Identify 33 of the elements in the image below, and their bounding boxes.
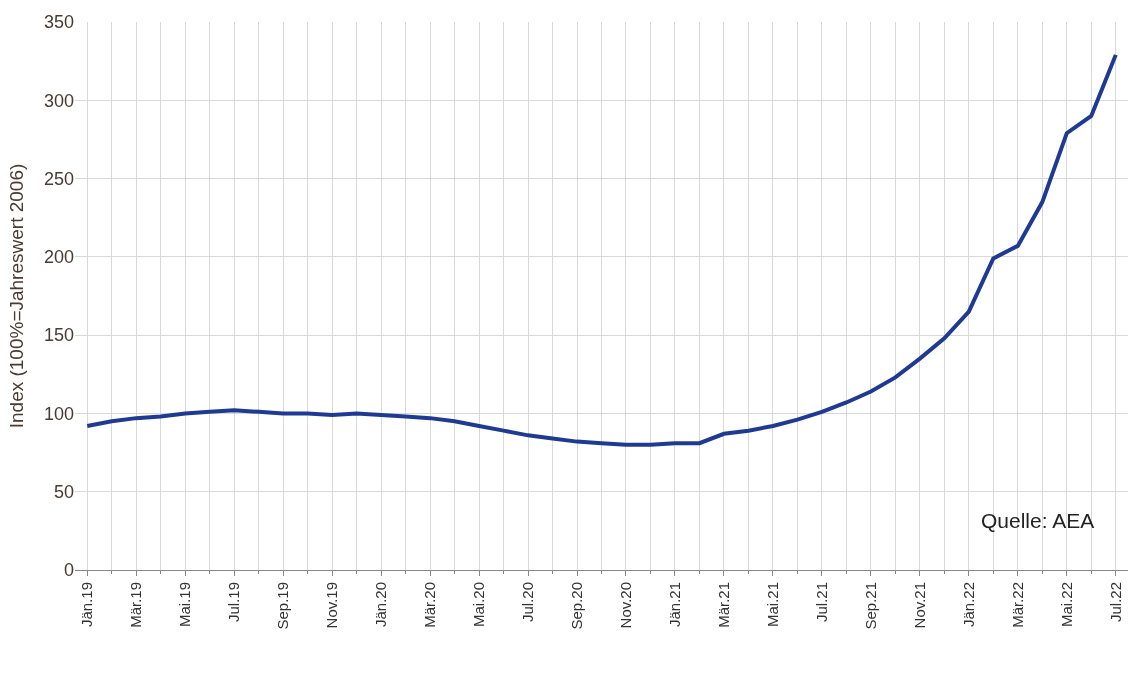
x-tick-label: Mai.20: [469, 582, 487, 628]
y-axis-title: Index (100%=Jahreswert 2006): [5, 163, 27, 429]
x-tick-label: Mai.21: [763, 582, 781, 628]
x-tick-label: Jän.20: [371, 582, 389, 628]
x-tick-label: Nov.19: [323, 582, 341, 629]
x-tick-label: Jän.21: [665, 582, 683, 628]
x-tick-label: Jul.22: [1106, 582, 1124, 623]
y-tick-label: 300: [43, 90, 74, 111]
y-tick-label: 350: [43, 12, 74, 33]
x-tick-label: Mär.22: [1008, 582, 1026, 628]
y-tick-label: 150: [43, 325, 74, 346]
y-tick-label: 200: [43, 247, 74, 268]
x-tick-label: Jul.20: [518, 582, 536, 623]
y-tick-label: 100: [43, 403, 74, 424]
x-tick-label: Mär.19: [127, 582, 145, 628]
x-tick-label: Sep.20: [567, 582, 585, 630]
x-tick-label: Sep.21: [861, 582, 879, 630]
x-tick-label: Jul.19: [225, 582, 243, 623]
x-tick-label: Nov.20: [616, 582, 634, 629]
x-tick-label: Jän.19: [78, 582, 96, 628]
x-tick-label: Jän.22: [959, 582, 977, 628]
x-tick-label: Sep.19: [274, 582, 292, 630]
y-tick-label: 50: [53, 482, 74, 503]
x-tick-label: Mär.20: [420, 582, 438, 628]
y-tick-label: 0: [63, 560, 74, 581]
line-series: [85, 52, 1118, 447]
x-tick-label: Mai.19: [176, 582, 194, 628]
x-tick-label: Nov.21: [910, 582, 928, 629]
x-tick-label: Jul.21: [812, 582, 830, 623]
x-tick-label: Mai.22: [1057, 582, 1075, 628]
x-tick-label: Mär.21: [714, 582, 732, 628]
y-tick-label: 250: [43, 168, 74, 189]
annotation: Quelle: AEA: [981, 509, 1095, 532]
